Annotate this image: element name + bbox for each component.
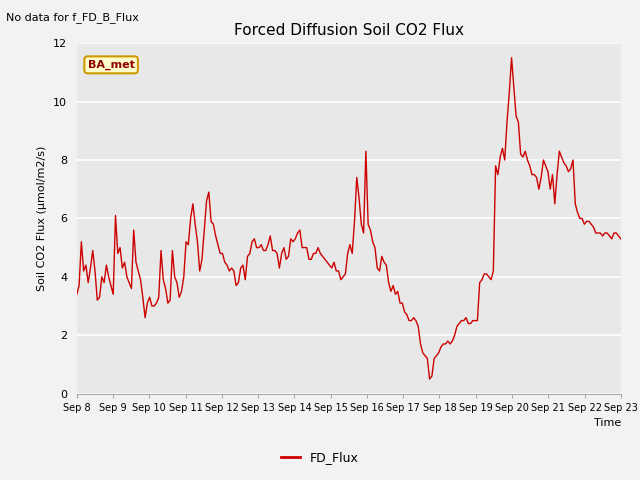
- Y-axis label: Soil CO2 Flux (µmol/m2/s): Soil CO2 Flux (µmol/m2/s): [37, 146, 47, 291]
- Text: BA_met: BA_met: [88, 60, 134, 70]
- Legend: FD_Flux: FD_Flux: [276, 446, 364, 469]
- Title: Forced Diffusion Soil CO2 Flux: Forced Diffusion Soil CO2 Flux: [234, 23, 464, 38]
- Text: No data for f_FD_B_Flux: No data for f_FD_B_Flux: [6, 12, 140, 23]
- X-axis label: Time: Time: [593, 418, 621, 428]
